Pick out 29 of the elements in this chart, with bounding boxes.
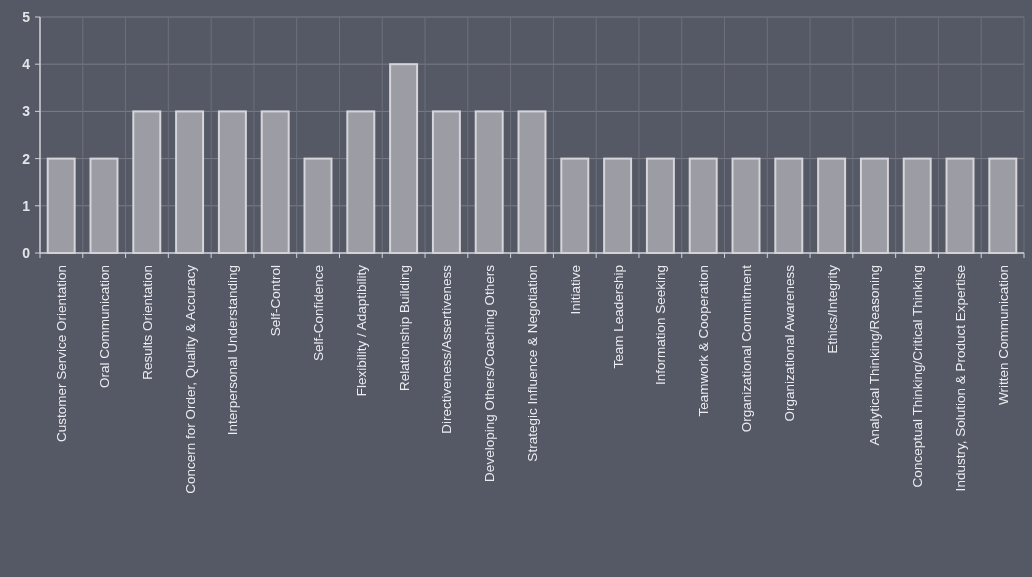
x-tick-label: Results Orientation	[139, 265, 155, 380]
x-tick-label: Relationship Building	[396, 265, 412, 392]
x-tick-label: Information Seeking	[653, 265, 669, 386]
x-tick-label: Initiative	[567, 265, 583, 315]
x-tick-label: Analytical Thinking/Reasoning	[867, 265, 883, 446]
x-tick-label: Interpersonal Understanding	[225, 265, 241, 436]
x-tick-label: Customer Service Orientation	[54, 265, 70, 443]
y-tick-label: 1	[22, 197, 31, 214]
x-tick-label: Written Communication	[995, 265, 1011, 406]
x-tick-label: Ethics/Integrity	[824, 264, 840, 354]
x-tick-label: Teamwork & Cooperation	[696, 265, 712, 417]
x-tick-label: Conceptual Thinking/Critical Thinking	[910, 265, 926, 488]
x-tick-label: Team Leadership	[610, 265, 626, 369]
x-tick-label: Self-Confidence	[310, 265, 326, 362]
x-tick-label: Directiveness/Assertiveness	[439, 264, 455, 434]
x-tick-label: Organizational Awareness	[781, 264, 797, 422]
y-tick-label: 5	[22, 8, 31, 25]
x-tick-label: Developing Others/Coaching Others	[482, 264, 498, 482]
y-tick-label: 2	[22, 150, 31, 167]
x-tick-label: Self-Control	[268, 265, 284, 337]
x-tick-label: Strategic Influence & Negotiation	[525, 265, 540, 462]
y-tick-label: 4	[22, 56, 31, 73]
x-tick-label: Organizational Commitment	[739, 264, 755, 433]
x-tick-label: Concern for Order, Quality & Accuracy	[182, 264, 198, 494]
x-tick-label: Industry, Solution & Product Expertise	[953, 265, 969, 492]
y-tick-label: 3	[22, 103, 31, 120]
x-tick-label: Flexibility / Adaptibility	[353, 264, 369, 397]
x-tick-label: Oral Communication	[96, 265, 112, 389]
y-tick-label: 0	[22, 244, 31, 261]
